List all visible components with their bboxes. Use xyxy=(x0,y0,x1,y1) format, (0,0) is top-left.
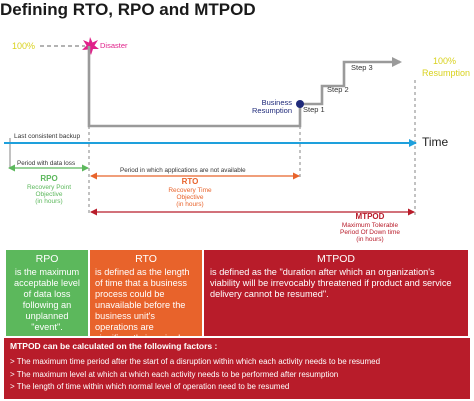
disaster-star-icon xyxy=(82,37,99,55)
mtpod-line-3: (in hours) xyxy=(356,236,384,244)
full-level-right-label: 100% xyxy=(433,56,457,66)
calc-factor-2: > The maximum level at which at which ea… xyxy=(10,369,339,379)
rto-box-title: RTO xyxy=(135,253,157,265)
step3-label: Step 3 xyxy=(351,63,373,72)
time-label: Time xyxy=(422,135,449,149)
full-level-left-label: 100% xyxy=(12,41,36,51)
period-data-loss-label: Period with data loss xyxy=(17,160,76,167)
business-resumption-dot xyxy=(296,100,304,108)
rpo-line-2: Objective xyxy=(35,191,63,199)
rto-definition-box: RTO is defined as the length of time tha… xyxy=(90,250,202,343)
rpo-line-3: (in hours) xyxy=(35,198,63,206)
step2-label: Step 2 xyxy=(327,85,349,94)
rpo-line-1: Recovery Point xyxy=(26,183,72,191)
rpo-box-text: is the maximum acceptable level of data … xyxy=(14,266,80,332)
rto-abbr: RTO xyxy=(181,177,199,186)
disaster-label: Disaster xyxy=(100,41,128,50)
rto-box-text: is defined as the length of time that a … xyxy=(95,266,190,343)
calc-factor-1: > The maximum time period after the star… xyxy=(10,357,381,367)
mtpod-abbr: MTPOD xyxy=(355,212,385,221)
calc-heading: MTPOD can be calculated on the following… xyxy=(10,341,218,351)
mtpod-diagram-label: MTPOD Maximum Tolerable Period Of Down t… xyxy=(330,212,410,244)
mtpod-line-1: Maximum Tolerable xyxy=(341,221,399,229)
recovery-path xyxy=(87,46,402,128)
calc-factor-3: > The length of time within which normal… xyxy=(10,382,290,392)
last-backup-label: Last consistent backup xyxy=(14,133,81,140)
rpo-diagram-label: RPO Recovery Point Objective (in hours) xyxy=(14,174,84,206)
resumption-label: Resumption xyxy=(422,68,471,78)
period-apps-unavailable-label: Period in which applications are not ava… xyxy=(120,167,246,174)
rpo-definition-box: RPO is the maximum acceptable level of d… xyxy=(6,250,88,336)
mtpod-box-title: MTPOD xyxy=(317,253,355,265)
business-resumption-label: Business Resumption xyxy=(252,98,293,116)
rto-diagram-label: RTO Recovery Time Objective (in hours) xyxy=(155,177,225,209)
rpo-box-title: RPO xyxy=(35,253,59,265)
business-resumption-line-1: Business xyxy=(261,98,293,107)
mtpod-line-2: Period Of Down time xyxy=(340,229,400,237)
mtpod-calculation-box: MTPOD can be calculated on the following… xyxy=(4,338,470,399)
rto-line-1: Recovery Time xyxy=(168,186,212,194)
step1-label: Step 1 xyxy=(303,105,325,114)
business-resumption-line-2: Resumption xyxy=(252,106,293,116)
mtpod-definition-box: MTPOD is defined as the "duration after … xyxy=(204,250,468,336)
rto-line-3: (in hours) xyxy=(176,201,204,209)
mtpod-box-text: is defined as the "duration after which … xyxy=(210,266,452,299)
rto-line-2: Objective xyxy=(176,194,204,202)
diagram-title: Defining RTO, RPO and MTPOD xyxy=(0,0,256,19)
rpo-abbr: RPO xyxy=(40,174,58,183)
